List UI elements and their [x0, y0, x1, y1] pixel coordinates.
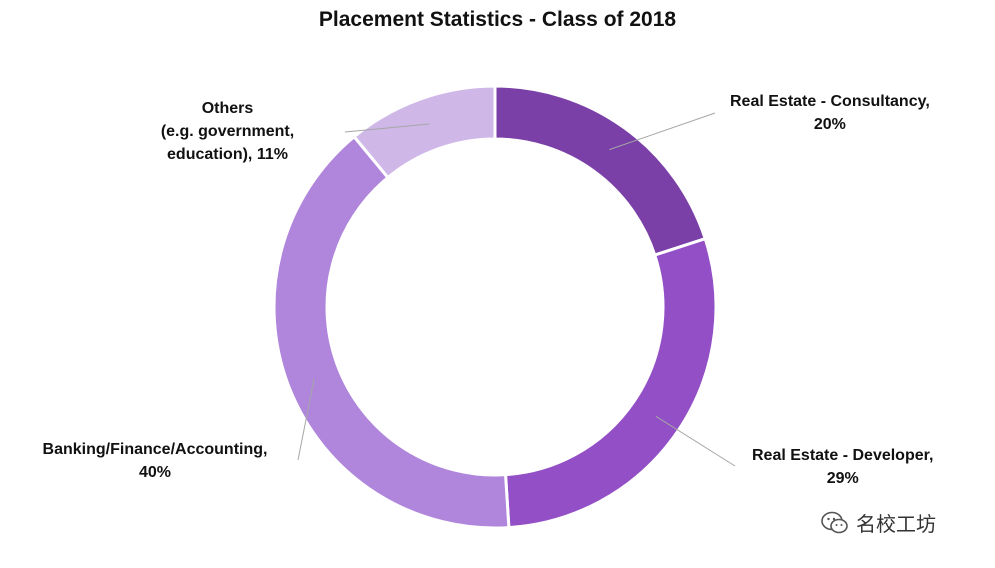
- label-banking-line-2: 40%: [138, 464, 172, 481]
- donut-slice-0: [493, 84, 708, 257]
- donut-slice-3: [352, 84, 497, 180]
- label-others-line-1: Others: [201, 100, 254, 117]
- leader-line-1: [655, 415, 736, 467]
- label-consultancy-line-1: Real Estate - Consultancy,: [730, 93, 930, 110]
- label-banking-line-1: Banking/Finance/Accounting,: [42, 441, 268, 458]
- label-others: Others (e.g. government, education), 11%: [140, 97, 315, 166]
- leader-line-2: [297, 378, 315, 461]
- label-consultancy-line-2: 20%: [813, 116, 846, 133]
- label-others-line-2: (e.g. government,: [160, 123, 295, 140]
- wechat-icon: [821, 511, 848, 533]
- label-banking: Banking/Finance/Accounting, 40%: [30, 438, 280, 484]
- donut-slice-1: [503, 236, 718, 530]
- leader-line-0: [609, 112, 716, 151]
- label-developer-line-2: 29%: [826, 470, 859, 487]
- label-developer-line-1: Real Estate - Developer,: [752, 447, 934, 464]
- chart-title: Placement Statistics - Class of 2018: [318, 8, 677, 31]
- label-consultancy: Real Estate - Consultancy, 20%: [730, 90, 930, 136]
- donut-slice-2: [272, 134, 511, 530]
- label-developer: Real Estate - Developer, 29%: [752, 444, 933, 490]
- leader-line-3: [344, 123, 430, 133]
- label-others-line-3: education), 11%: [167, 146, 288, 163]
- watermark-text: 名校工坊: [856, 514, 936, 536]
- watermark: 名校工坊: [820, 508, 936, 537]
